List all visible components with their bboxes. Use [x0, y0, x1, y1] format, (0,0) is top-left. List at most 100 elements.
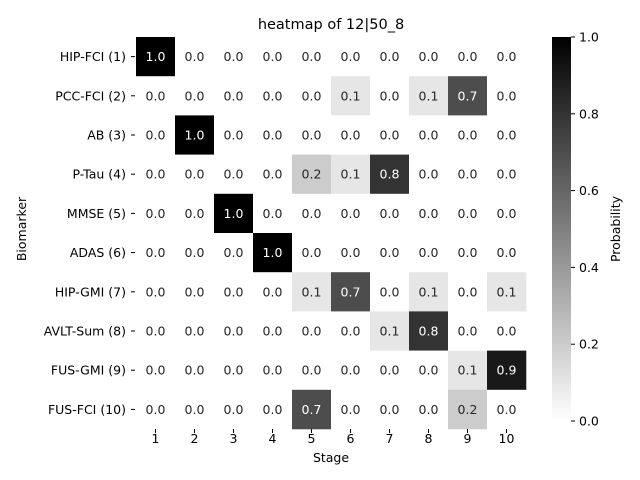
x-tick-label: 9 — [464, 431, 472, 446]
cell-value-label: 0.0 — [419, 245, 439, 260]
cell-value-label: 0.1 — [497, 284, 517, 299]
cell-value-label: 0.0 — [380, 88, 400, 103]
heatmap-cell — [409, 76, 449, 116]
heatmap-cell — [214, 115, 254, 155]
heatmap-cell — [136, 76, 176, 116]
cell-value-label: 0.7 — [341, 284, 361, 299]
heatmap-cell — [448, 233, 488, 273]
colorbar-tick-label: 0.8 — [579, 106, 599, 121]
cell-value-label: 0.1 — [419, 88, 439, 103]
heatmap-cell — [448, 154, 488, 195]
heatmap-cell — [253, 115, 293, 155]
cell-value-label: 0.0 — [302, 363, 322, 378]
cell-value-label: 0.0 — [380, 128, 400, 143]
heatmap-cell — [292, 272, 332, 312]
heatmap-cell — [175, 350, 215, 391]
heatmap-cell — [331, 233, 371, 273]
heatmap-cell — [487, 233, 527, 273]
heatmap-cell — [487, 311, 527, 351]
cell-value-label: 0.0 — [185, 363, 205, 378]
heatmap-cell — [175, 115, 215, 155]
heatmap-cell — [214, 311, 254, 351]
heatmap-cell — [175, 233, 215, 273]
cell-value-label: 0.0 — [341, 324, 361, 339]
heatmap-cell — [370, 233, 410, 273]
heatmap-cell — [370, 154, 410, 195]
cell-value-label: 0.0 — [146, 245, 166, 260]
heatmap-cell — [370, 350, 410, 391]
cell-value-label: 1.0 — [146, 49, 166, 64]
heatmap-cell — [448, 37, 488, 77]
y-tick-label: FUS-GMI (9) — [51, 363, 126, 378]
heatmap-cell — [292, 233, 332, 273]
cell-value-label: 0.0 — [341, 245, 361, 260]
heatmap-cell — [214, 350, 254, 391]
heatmap-cell — [370, 272, 410, 312]
colorbar-label: Probability — [608, 195, 623, 262]
x-tick-label: 10 — [499, 431, 515, 446]
heatmap-cell — [370, 115, 410, 155]
cell-value-label: 0.0 — [185, 167, 205, 182]
y-tick-label: PCC-FCI (2) — [55, 88, 126, 103]
heatmap-cell — [214, 233, 254, 273]
cell-value-label: 0.0 — [224, 363, 244, 378]
cell-value-label: 0.0 — [185, 284, 205, 299]
heatmap-cell — [331, 311, 371, 351]
heatmap-cell — [448, 193, 488, 234]
cell-value-label: 0.0 — [380, 245, 400, 260]
heatmap-cell — [448, 389, 488, 430]
colorbar-ticks: 0.0 0.2 0.4 0.6 0.8 1.0 — [571, 30, 599, 429]
cell-value-label: 0.0 — [185, 245, 205, 260]
x-tick-label: 4 — [269, 431, 277, 446]
x-tick-label: 6 — [347, 431, 355, 446]
y-tick-label: MMSE (5) — [67, 206, 126, 221]
cell-value-label: 0.0 — [497, 324, 517, 339]
heatmap-cell — [448, 350, 488, 391]
heatmap-cell — [292, 193, 332, 234]
heatmap-cell — [175, 389, 215, 430]
heatmap-cell — [292, 350, 332, 391]
cell-value-label: 0.0 — [146, 324, 166, 339]
heatmap-cell — [409, 115, 449, 155]
heatmap-cell — [214, 76, 254, 116]
cell-value-label: 0.0 — [419, 402, 439, 417]
cell-value-label: 0.0 — [497, 128, 517, 143]
cell-value-label: 0.0 — [341, 206, 361, 221]
y-axis-label: Biomarker — [14, 196, 29, 261]
colorbar-tick-label: 0.2 — [579, 337, 599, 352]
heatmap-cell — [253, 193, 293, 234]
cell-value-label: 0.0 — [146, 88, 166, 103]
chart-title: heatmap of 12|50_8 — [258, 17, 404, 33]
heatmap-cell — [409, 350, 449, 391]
heatmap-cell — [448, 76, 488, 116]
heatmap-cell — [253, 233, 293, 273]
heatmap-cell — [175, 193, 215, 234]
cell-value-label: 0.0 — [185, 324, 205, 339]
x-tick-label: 2 — [191, 431, 199, 446]
heatmap-cell — [214, 272, 254, 312]
heatmap-cell — [136, 272, 176, 312]
x-tick-label: 3 — [230, 431, 238, 446]
x-axis-label: Stage — [313, 450, 349, 465]
heatmap-cell — [253, 389, 293, 430]
cell-value-label: 0.0 — [224, 284, 244, 299]
cell-value-label: 0.0 — [497, 245, 517, 260]
heatmap-cell — [487, 193, 527, 234]
heatmap-cell — [253, 272, 293, 312]
cell-value-label: 0.1 — [419, 284, 439, 299]
heatmap-cell — [292, 389, 332, 430]
cell-value-label: 0.0 — [380, 284, 400, 299]
heatmap-cell — [487, 350, 527, 391]
cell-value-label: 1.0 — [263, 245, 283, 260]
heatmap-cell — [409, 154, 449, 195]
cell-value-label: 0.0 — [497, 49, 517, 64]
cell-value-label: 0.0 — [224, 167, 244, 182]
cell-value-label: 0.0 — [146, 402, 166, 417]
colorbar-tick-label: 0.6 — [579, 183, 599, 198]
cell-value-label: 0.0 — [380, 402, 400, 417]
heatmap-cell — [409, 233, 449, 273]
colorbar-tick-label: 0.0 — [579, 414, 599, 429]
heatmap-cell — [331, 389, 371, 430]
cell-value-label: 0.0 — [146, 128, 166, 143]
heatmap-cell — [136, 193, 176, 234]
